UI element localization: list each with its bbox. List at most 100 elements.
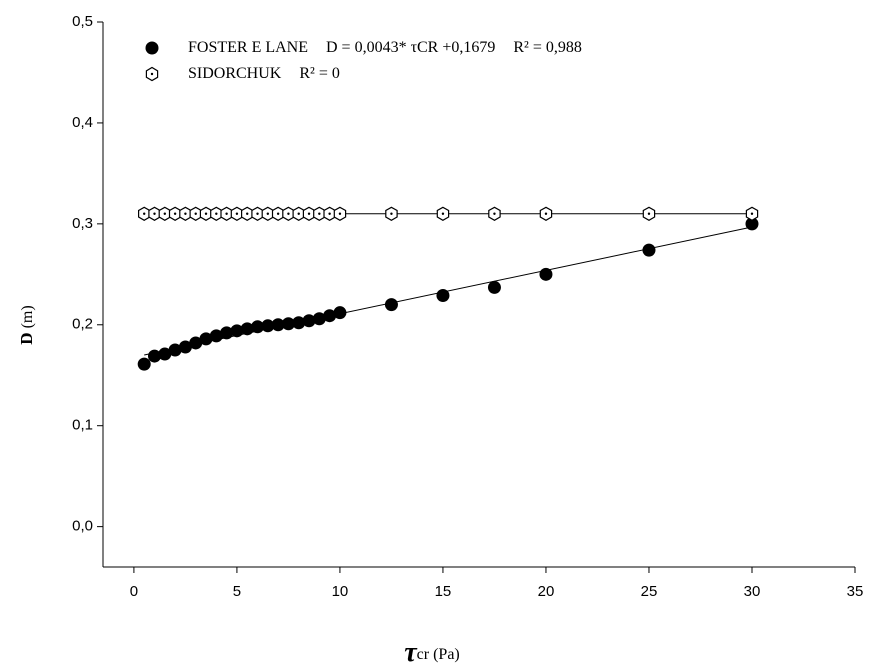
hexagon-dot [318, 212, 321, 215]
point [436, 289, 450, 303]
point [312, 312, 326, 326]
hexagon-dot [256, 212, 259, 215]
hexagon-marker [158, 206, 171, 221]
point [178, 340, 192, 354]
point [642, 243, 656, 257]
y-tick-label: 0,5 [72, 13, 93, 30]
x-axis-text: cr (Pa) [417, 646, 460, 663]
point [384, 298, 398, 312]
point [539, 267, 553, 281]
hexagon-dot [287, 212, 290, 215]
hexagon-dot [184, 212, 187, 215]
point [261, 319, 275, 333]
x-tick-label: 30 [744, 583, 761, 600]
y-tick-label: 0,0 [72, 518, 93, 535]
hexagon-marker [199, 206, 213, 221]
point [189, 336, 203, 350]
hexagon-dot [750, 212, 754, 215]
hexagon-dot [328, 212, 331, 215]
point [220, 326, 234, 340]
x-tick-label: 10 [332, 583, 349, 600]
point [745, 217, 759, 231]
legend-r2: R² = 0 [299, 65, 340, 82]
hexagon-dot [441, 212, 445, 215]
hexagon-marker [261, 206, 275, 221]
hexagon-dot [143, 212, 146, 215]
hexagon-dot [307, 212, 311, 215]
hexagon-marker [302, 206, 316, 221]
hexagon-marker [138, 206, 151, 221]
x-tick-label: 20 [538, 583, 555, 600]
hexagon-dot [194, 212, 197, 215]
x-tick-label: 25 [641, 583, 658, 600]
y-axis-unit: (m) [19, 305, 36, 328]
hexagon-marker [241, 206, 254, 221]
hexagon-dot [163, 212, 167, 215]
point [281, 317, 295, 331]
hexagon-dot [150, 72, 154, 76]
hexagon-marker [745, 206, 759, 221]
hexagon-marker [179, 206, 192, 221]
legend-entry: SIDORCHUK R² = 0 [188, 65, 340, 82]
point [230, 324, 244, 338]
hexagon-dot [493, 212, 496, 215]
hexagon-dot [246, 212, 249, 215]
point [302, 314, 316, 328]
hexagon-dot [235, 212, 239, 215]
hexagon-marker [148, 206, 161, 221]
hexagon-marker [385, 206, 398, 221]
y-axis-symbol: D [17, 332, 36, 344]
hexagon-marker [292, 206, 305, 221]
y-tick-label: 0,4 [72, 114, 93, 131]
x-axis-label: τcr (Pa) [404, 637, 460, 668]
hexagon-marker [271, 206, 285, 221]
x-tick-label: 5 [233, 583, 241, 600]
hexagon-marker [189, 206, 202, 221]
hexagon-dot [647, 212, 651, 215]
hexagon-dot [266, 212, 270, 215]
hexagon-dot [225, 212, 228, 215]
point [168, 343, 182, 357]
legend-name: FOSTER E LANE [188, 39, 308, 56]
point [158, 347, 172, 361]
point [240, 322, 254, 336]
hexagon-marker [539, 206, 553, 221]
point [323, 309, 337, 323]
hexagon-dot [153, 212, 156, 215]
hexagon-dot [215, 212, 218, 215]
hexagon-marker [220, 206, 233, 221]
point [487, 280, 501, 294]
point [145, 41, 159, 55]
point [209, 329, 223, 343]
hexagon-marker [313, 206, 326, 221]
x-tick-label: 0 [130, 583, 138, 600]
y-tick-label: 0,2 [72, 316, 93, 333]
hexagon-marker [251, 206, 264, 221]
hexagon-marker [333, 206, 347, 221]
hexagon-dot [173, 212, 177, 215]
point [137, 357, 151, 371]
legend-equation: D = 0,0043* τCR +0,1679 [326, 39, 495, 56]
hexagon-dot [204, 212, 208, 215]
x-tick-label: 15 [435, 583, 452, 600]
hexagon-marker [642, 206, 656, 221]
hexagon-marker [168, 206, 182, 221]
hexagon-marker [210, 206, 223, 221]
hexagon-marker [323, 206, 336, 221]
hexagon-dot [276, 212, 280, 215]
point [333, 306, 347, 320]
point [251, 320, 265, 334]
point [148, 349, 162, 363]
hexagon-marker [488, 206, 501, 221]
legend-name: SIDORCHUK [188, 65, 282, 82]
legend-r2: R² = 0,988 [513, 39, 582, 56]
y-axis-label: D (m) [17, 305, 36, 344]
point [292, 316, 306, 330]
point [271, 318, 285, 332]
hexagon-marker [282, 206, 295, 221]
hexagon-marker [230, 206, 244, 221]
y-tick-label: 0,3 [72, 215, 93, 232]
hexagon-marker [436, 206, 450, 221]
